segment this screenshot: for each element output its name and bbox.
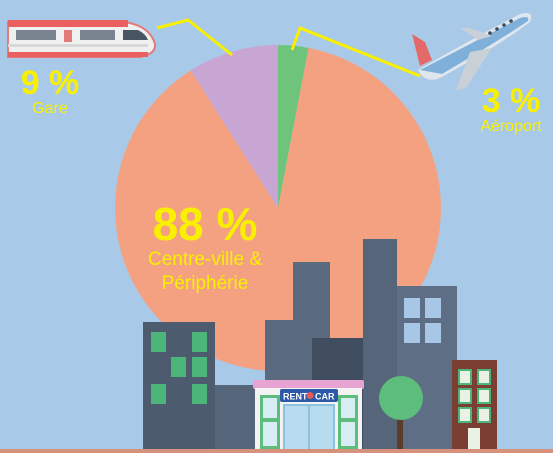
building bbox=[215, 385, 255, 453]
label-aeroport: 3 % Aéroport bbox=[470, 84, 552, 136]
centre-name-line1: Centre-ville & bbox=[147, 249, 263, 270]
pie-slice-0 bbox=[278, 45, 309, 208]
pie-slice-2 bbox=[190, 45, 278, 208]
shop-sign-car: CAR bbox=[315, 392, 335, 402]
aeroport-leader-line bbox=[290, 26, 421, 78]
building bbox=[363, 239, 397, 453]
gare-leader-line bbox=[156, 18, 233, 57]
building bbox=[293, 262, 330, 332]
aeroport-percent: 3 % bbox=[481, 82, 541, 120]
aeroport-name: Aéroport bbox=[480, 118, 542, 135]
pie-slice-1 bbox=[115, 47, 441, 371]
tree-icon bbox=[379, 376, 423, 420]
label-centre: 88 % Centre-ville & Périphérie bbox=[130, 200, 280, 296]
label-gare: 9 % Gare bbox=[10, 66, 90, 118]
gare-percent: 9 % bbox=[20, 64, 80, 102]
centre-name-line2: Périphérie bbox=[161, 273, 249, 294]
rental-shop: RENT CAR bbox=[253, 380, 364, 453]
ground bbox=[0, 449, 553, 453]
centre-percent: 88 % bbox=[152, 198, 258, 250]
shop-sign-rent: RENT bbox=[283, 392, 308, 402]
gare-name: Gare bbox=[32, 100, 68, 117]
